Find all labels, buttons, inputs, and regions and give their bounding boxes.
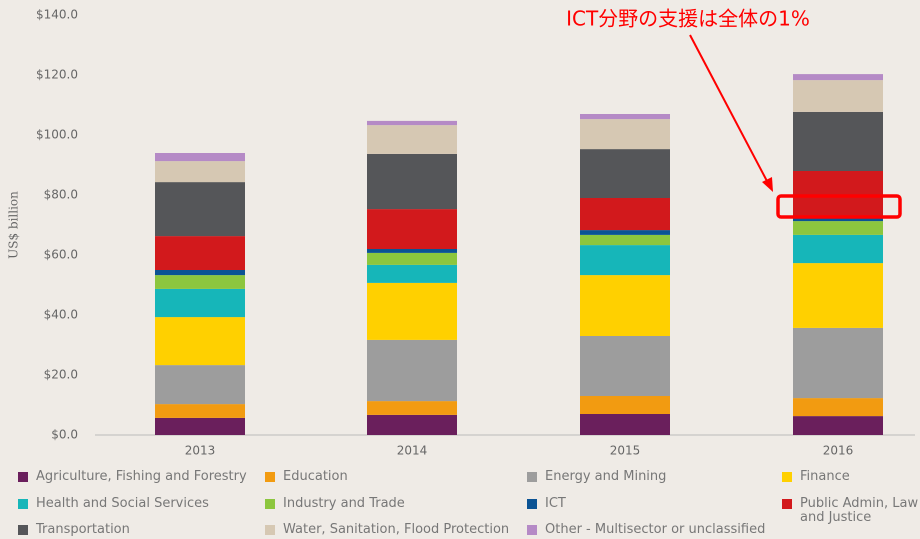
highlight-box: [776, 194, 902, 219]
bar-segment: [155, 153, 245, 162]
bar-segment: [155, 270, 245, 276]
legend-item: Transportation: [18, 523, 268, 537]
bar-segment: [580, 414, 670, 435]
bar-segment: [155, 161, 245, 183]
legend-swatch: [265, 525, 275, 535]
legend-label: Industry and Trade: [283, 496, 405, 511]
bar-segment: [367, 282, 457, 340]
legend-item: Public Admin, Law and Justice: [782, 497, 920, 525]
bar-segment: [580, 230, 670, 235]
legend-label: Other - Multisector or unclassified: [545, 522, 766, 537]
bar-segment: [155, 236, 245, 270]
legend-swatch: [782, 499, 792, 509]
y-tick-label: $80.0: [44, 188, 78, 202]
legend-item: Energy and Mining: [527, 470, 777, 484]
bar-segment: [793, 171, 883, 216]
legend-item: Health and Social Services: [18, 497, 268, 511]
bar-segment: [367, 153, 457, 210]
bar-segment: [155, 288, 245, 318]
legend-label: Agriculture, Fishing and Forestry: [36, 469, 247, 484]
bar-segment: [155, 317, 245, 366]
bar-segment: [367, 125, 457, 154]
y-tick-label: $40.0: [44, 308, 78, 322]
bar-segment: [580, 245, 670, 276]
bar-segment: [793, 221, 883, 235]
legend-item: Water, Sanitation, Flood Protection: [265, 523, 515, 537]
bar-segment: [367, 249, 457, 253]
legend-item: Finance: [782, 470, 920, 484]
legend-swatch: [265, 472, 275, 482]
y-tick-label: $120.0: [36, 68, 78, 82]
legend-swatch: [527, 472, 537, 482]
bar-segment: [793, 80, 883, 112]
legend-label: Energy and Mining: [545, 469, 667, 484]
bar-segment: [793, 327, 883, 399]
legend-label: Education: [283, 469, 348, 484]
bar-segment: [155, 365, 245, 405]
y-tick-label: $20.0: [44, 368, 78, 382]
legend-swatch: [782, 472, 792, 482]
bar-segment: [155, 182, 245, 237]
bar-segment: [580, 114, 670, 120]
y-tick-label: $60.0: [44, 248, 78, 262]
y-tick-label: $100.0: [36, 128, 78, 142]
annotation: ICT分野の支援は全体の1%: [566, 7, 810, 31]
bar-segment: [793, 234, 883, 264]
legend-swatch: [265, 499, 275, 509]
bar-segment: [580, 396, 670, 414]
legend-swatch: [18, 499, 28, 509]
bar-segment: [580, 275, 670, 336]
bar-segment: [580, 119, 670, 150]
bar-segment: [367, 252, 457, 265]
legend-label: Transportation: [36, 522, 130, 537]
x-tick-label: 2013: [185, 444, 216, 458]
legend-item: Other - Multisector or unclassified: [527, 523, 777, 537]
bar-segment: [155, 275, 245, 289]
legend-item: Education: [265, 470, 515, 484]
bar-segment: [793, 111, 883, 171]
bar-segment: [580, 198, 670, 231]
x-tick-label: 2016: [823, 444, 854, 458]
bar-segment: [793, 263, 883, 328]
bar-segment: [155, 417, 245, 435]
legend-label: Public Admin, Law and Justice: [800, 496, 919, 525]
bar-segment: [155, 404, 245, 418]
bar-segment: [793, 398, 883, 417]
bar-segment: [367, 414, 457, 435]
bar-segment: [793, 74, 883, 81]
legend-label: Health and Social Services: [36, 496, 209, 511]
legend-item: Industry and Trade: [265, 497, 515, 511]
bar-segment: [580, 149, 670, 198]
y-axis-label: US$ billion: [7, 191, 21, 259]
x-tick-label: 2014: [397, 444, 428, 458]
bar-segment: [580, 336, 670, 396]
legend-label: ICT: [545, 496, 566, 511]
legend-label: Finance: [800, 469, 850, 484]
y-tick-label: $140.0: [36, 8, 78, 22]
bar-segment: [793, 416, 883, 435]
arrow-head: [762, 177, 773, 192]
annotation-arrow: [689, 34, 769, 184]
legend-swatch: [527, 499, 537, 509]
legend-swatch: [527, 525, 537, 535]
bar-segment: [367, 264, 457, 283]
y-tick-label: $0.0: [51, 428, 78, 442]
x-tick-label: 2015: [610, 444, 641, 458]
bar-segment: [367, 209, 457, 249]
bar-segment: [367, 339, 457, 402]
bar-segment: [580, 234, 670, 246]
legend-label: Water, Sanitation, Flood Protection: [283, 522, 510, 537]
legend-item: Agriculture, Fishing and Forestry: [18, 470, 268, 484]
bar-segment: [367, 120, 457, 126]
bar-segment: [367, 401, 457, 415]
legend-item: ICT: [527, 497, 777, 511]
legend-swatch: [18, 472, 28, 482]
legend-swatch: [18, 525, 28, 535]
